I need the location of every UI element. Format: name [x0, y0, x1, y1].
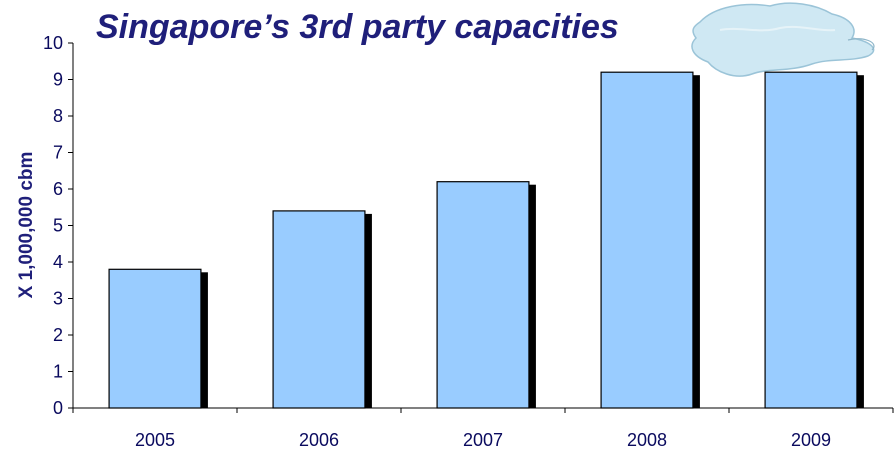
- x-tick-label: 2007: [463, 430, 503, 450]
- y-tick-label: 8: [53, 106, 63, 126]
- y-tick-label: 6: [53, 179, 63, 199]
- x-tick-label: 2009: [791, 430, 831, 450]
- y-tick-label: 2: [53, 325, 63, 345]
- y-tick-label: 7: [53, 143, 63, 163]
- y-tick-label: 4: [53, 252, 63, 272]
- y-tick-label: 9: [53, 70, 63, 90]
- y-tick-label: 0: [53, 398, 63, 418]
- bars: [108, 71, 864, 409]
- bar: [272, 210, 366, 409]
- x-tick-label: 2008: [627, 430, 667, 450]
- bar: [436, 181, 530, 409]
- x-tick-label: 2006: [299, 430, 339, 450]
- y-axis: 0 1 2 3 4 5 6 7 8 9 10: [43, 33, 74, 418]
- y-tick-label: 5: [53, 216, 63, 236]
- x-tick-label: 2005: [135, 430, 175, 450]
- x-axis: 2005 2006 2007 2008 2009: [72, 407, 894, 450]
- y-axis-label: X 1,000,000 cbm: [16, 152, 37, 299]
- y-tick-label: 10: [43, 33, 63, 53]
- bar: [600, 71, 694, 409]
- island-map-icon: [691, 2, 875, 77]
- bar: [764, 71, 858, 409]
- bar: [108, 268, 202, 409]
- chart-title: Singapore’s 3rd party capacities: [96, 8, 619, 46]
- y-tick-label: 1: [53, 362, 63, 382]
- y-tick-label: 3: [53, 289, 63, 309]
